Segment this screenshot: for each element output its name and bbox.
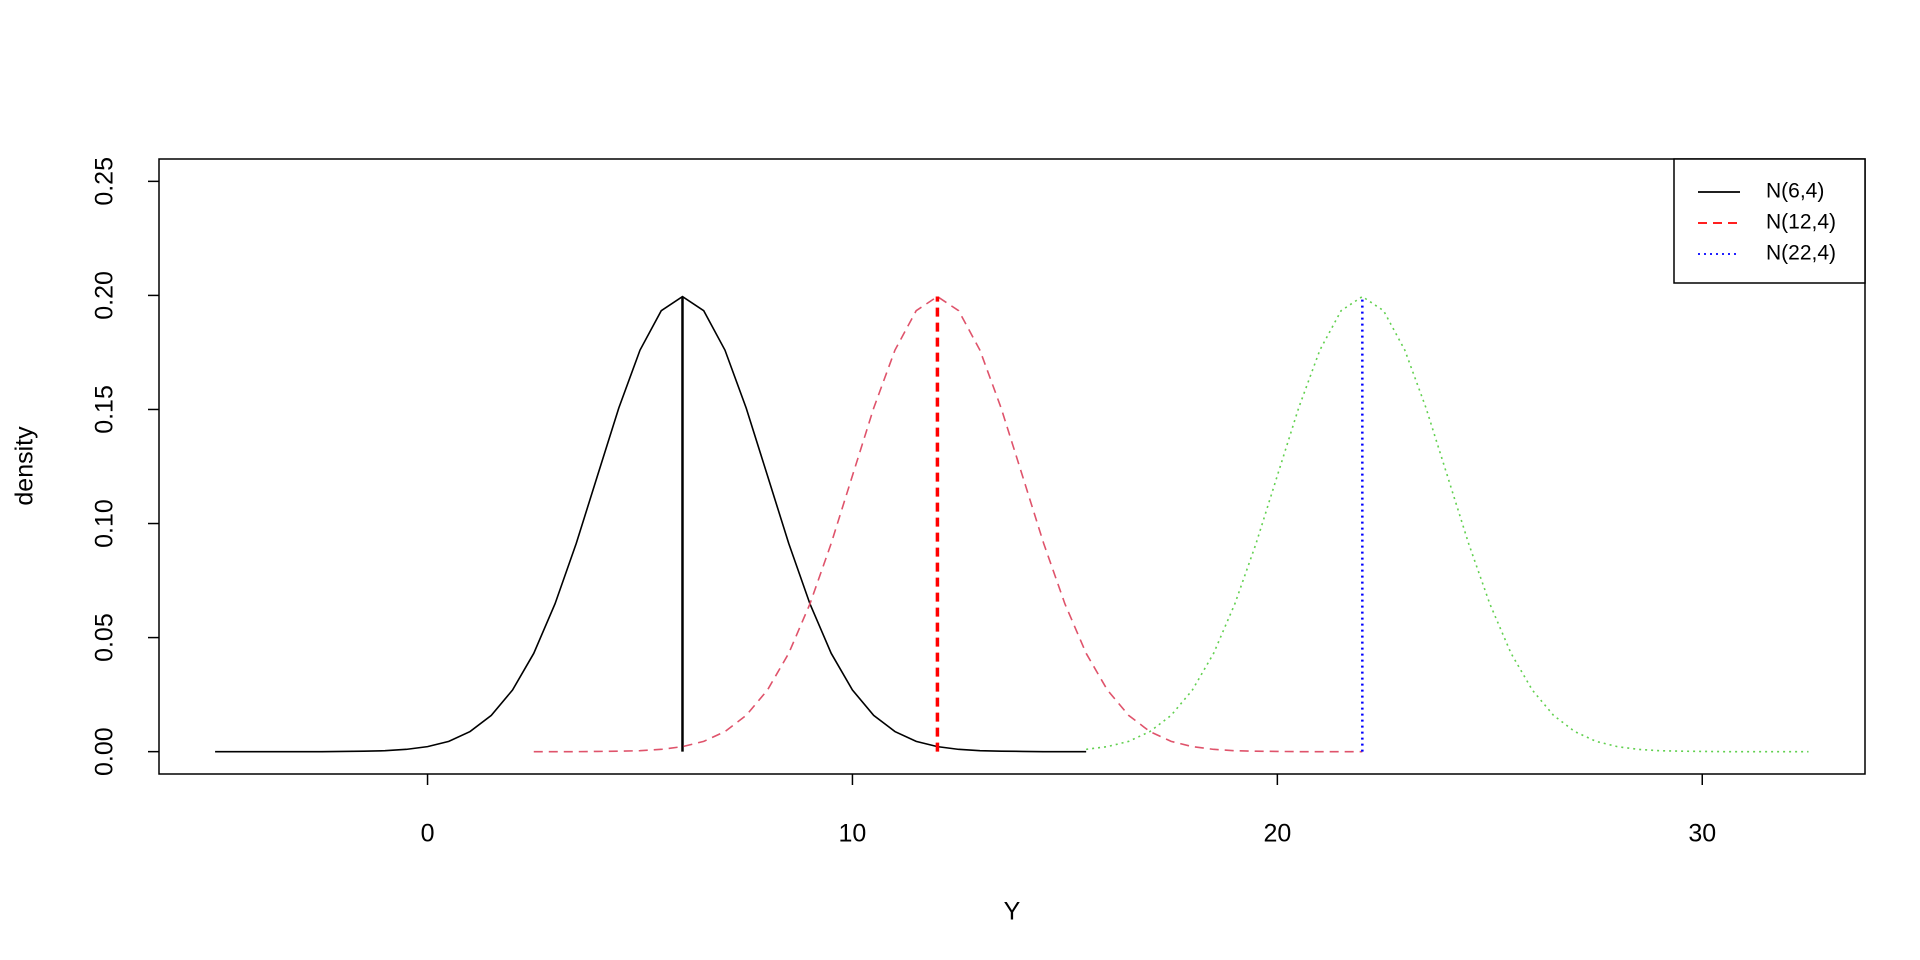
y-tick-label: 0.00 bbox=[91, 727, 119, 776]
legend-box bbox=[1673, 158, 1866, 284]
y-axis-label: density bbox=[11, 426, 39, 506]
density-curve bbox=[215, 295, 1087, 753]
x-tick-label: 0 bbox=[421, 820, 435, 848]
legend-label: N(22,4) bbox=[1766, 242, 1836, 265]
y-tick-label: 0.05 bbox=[91, 613, 119, 662]
y-tick-label: 0.20 bbox=[91, 271, 119, 320]
legend-label: N(6,4) bbox=[1766, 180, 1824, 203]
x-tick-label: 30 bbox=[1688, 820, 1716, 848]
legend-label: N(12,4) bbox=[1766, 211, 1836, 234]
x-axis-label: Y bbox=[1004, 898, 1021, 926]
density-curve bbox=[533, 295, 1363, 753]
y-tick-label: 0.10 bbox=[91, 499, 119, 548]
y-tick-label: 0.15 bbox=[91, 385, 119, 434]
plot-frame bbox=[158, 158, 1866, 775]
x-tick-label: 10 bbox=[839, 820, 867, 848]
y-tick-label: 0.25 bbox=[91, 157, 119, 206]
density-curve bbox=[1086, 295, 1809, 753]
x-tick-label: 20 bbox=[1263, 820, 1291, 848]
